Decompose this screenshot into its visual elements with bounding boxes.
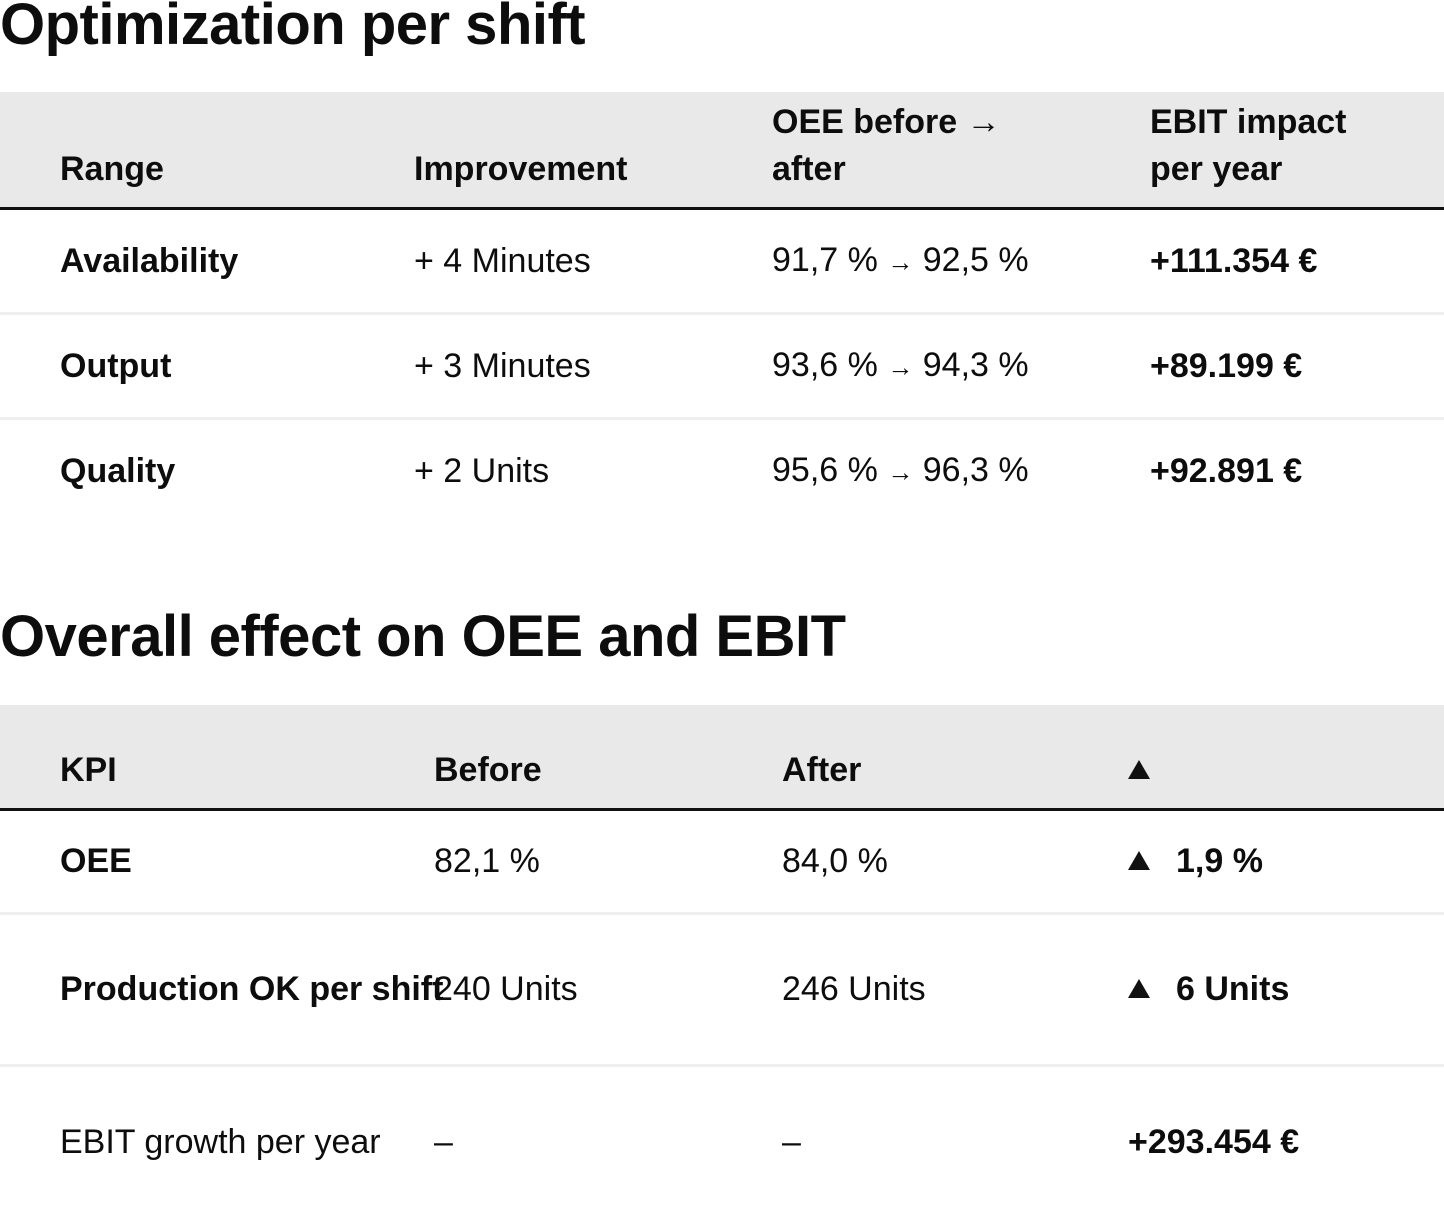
column-header-kpi: KPI — [0, 705, 434, 811]
row-before: – — [434, 1122, 453, 1161]
arrow-right-icon: → — [887, 351, 914, 382]
column-header-delta — [1128, 705, 1444, 811]
row-range: Quality — [60, 452, 176, 491]
row-delta-value: 6 Units — [1176, 970, 1290, 1008]
arrow-right-icon: → — [887, 246, 914, 277]
table-header-row: Range Improvement OEE before → after EBI… — [0, 92, 1444, 210]
oee-before-value: 93,6 % — [772, 345, 878, 384]
row-range: Availability — [0, 208, 414, 315]
row-kpi: OEE — [0, 809, 434, 915]
row-after: 246 Units — [782, 913, 1128, 1067]
triangle-up-icon — [1128, 850, 1150, 870]
optimization-table: Range Improvement OEE before → after EBI… — [0, 92, 1444, 524]
row-after: 84,0 % — [782, 809, 1128, 915]
oee-after-value: 92,5 % — [922, 240, 1029, 279]
row-kpi: Production OK per shift — [0, 913, 444, 1067]
row-delta: +293.454 € — [1128, 1066, 1444, 1218]
column-header-before: Before — [434, 705, 782, 811]
section-title-optimization: Optimization per shift — [0, 0, 586, 57]
table-row: EBIT growth per year – – +293.454 € — [0, 1066, 1444, 1218]
arrow-right-icon: → — [887, 457, 914, 488]
column-header-after: After — [782, 705, 1128, 811]
row-oee-change: 93,6 % → 94,3 % — [772, 313, 1150, 420]
oee-before-value: 91,7 % — [772, 240, 878, 279]
row-before: 240 Units — [434, 913, 782, 1067]
row-delta: 6 Units — [1128, 913, 1444, 1067]
column-header-ebit-label: EBIT impact per year — [1150, 103, 1347, 188]
table-row: Output + 3 Minutes 93,6 % → 94,3 % +89.1… — [0, 313, 1444, 420]
column-header-ebit: EBIT impact per year — [1150, 92, 1444, 210]
row-improvement: + 2 Units — [414, 452, 550, 491]
oee-after-value: 94,3 % — [922, 345, 1029, 384]
section-title-overall-effect: Overall effect on OEE and EBIT — [0, 604, 846, 669]
column-header-range: Range — [0, 92, 414, 210]
row-improvement: + 3 Minutes — [414, 313, 772, 420]
row-kpi: EBIT growth per year — [0, 1066, 434, 1218]
table-row: OEE 82,1 % 84,0 % 1,9 % — [0, 809, 1444, 915]
row-kpi-label: EBIT growth per year — [60, 1122, 381, 1161]
row-after: – — [782, 1122, 801, 1161]
table-row: Availability + 4 Minutes 91,7 % → 92,5 %… — [0, 208, 1444, 315]
table-header-row: KPI Before After — [0, 705, 1444, 811]
row-delta-value: 1,9 % — [1176, 842, 1263, 880]
oee-before-value: 95,6 % — [772, 451, 878, 490]
triangle-up-icon — [1128, 759, 1150, 779]
triangle-up-icon — [1128, 978, 1150, 998]
row-before: 82,1 % — [434, 809, 782, 915]
row-delta-value: +293.454 € — [1128, 1122, 1300, 1161]
table-row: Production OK per shift 240 Units 246 Un… — [0, 913, 1444, 1067]
row-ebit-impact: +111.354 € — [1150, 208, 1444, 315]
row-delta: 1,9 % — [1128, 809, 1444, 915]
row-ebit-impact: +92.891 € — [1150, 452, 1303, 491]
column-header-improvement: Improvement — [414, 92, 772, 210]
row-ebit-impact: +89.199 € — [1150, 313, 1444, 420]
column-header-oee: OEE before → after — [772, 92, 1150, 210]
row-oee-change: 91,7 % → 92,5 % — [772, 208, 1150, 315]
oee-after-value: 96,3 % — [922, 451, 1029, 490]
row-oee-change: 95,6 % → 96,3 % — [772, 419, 1150, 524]
row-range: Output — [0, 313, 414, 420]
table-row: Quality + 2 Units 95,6 % → 96,3 % +92.89… — [0, 419, 1444, 524]
row-improvement: + 4 Minutes — [414, 208, 772, 315]
row-kpi-label: Production OK per shift — [60, 970, 444, 1008]
overall-effect-table: KPI Before After OEE 82,1 % 84,0 % 1,9 %… — [0, 705, 1444, 1218]
column-header-oee-label: OEE before → after — [772, 103, 1001, 188]
